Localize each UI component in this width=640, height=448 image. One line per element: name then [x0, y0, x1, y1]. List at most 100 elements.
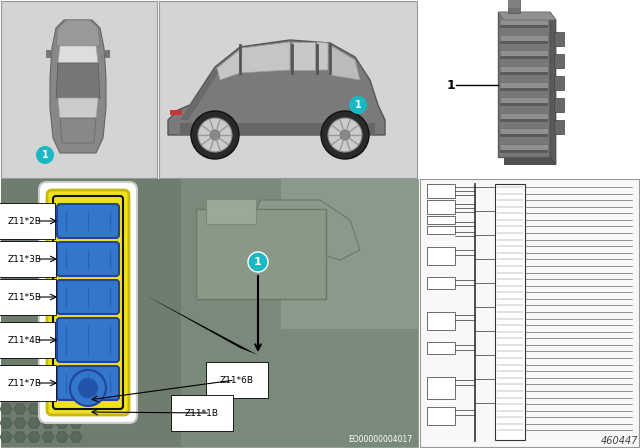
Text: Z11*4B: Z11*4B — [8, 336, 42, 345]
Bar — [105, 50, 110, 58]
FancyBboxPatch shape — [57, 242, 119, 276]
Bar — [500, 97, 548, 103]
Text: Z11*2B: Z11*2B — [8, 216, 42, 225]
Text: 1: 1 — [254, 257, 262, 267]
Ellipse shape — [270, 210, 330, 250]
Bar — [500, 56, 548, 59]
Polygon shape — [330, 45, 360, 80]
Circle shape — [349, 96, 367, 114]
Bar — [508, 0, 520, 8]
Circle shape — [70, 370, 106, 406]
Bar — [427, 184, 455, 198]
Text: 1: 1 — [446, 78, 455, 91]
Circle shape — [340, 130, 350, 140]
Bar — [504, 20, 556, 165]
Bar — [427, 407, 455, 425]
Bar — [500, 129, 548, 134]
Bar — [427, 377, 455, 399]
Polygon shape — [56, 20, 100, 46]
Polygon shape — [168, 40, 385, 135]
Polygon shape — [42, 418, 54, 428]
Polygon shape — [14, 418, 26, 428]
Bar — [1, 179, 418, 447]
Text: Z11*1B: Z11*1B — [185, 409, 219, 418]
Polygon shape — [56, 432, 68, 442]
Text: Z11*5B: Z11*5B — [8, 293, 42, 302]
Circle shape — [198, 118, 232, 152]
Bar — [420, 179, 639, 447]
Polygon shape — [42, 404, 54, 414]
Text: 460447: 460447 — [600, 436, 638, 446]
Polygon shape — [0, 418, 12, 428]
FancyBboxPatch shape — [39, 182, 137, 423]
Polygon shape — [56, 404, 68, 414]
Bar — [1, 1, 157, 178]
Bar — [500, 87, 548, 90]
Bar — [554, 54, 564, 68]
Polygon shape — [145, 295, 258, 355]
Polygon shape — [180, 70, 220, 120]
Bar — [500, 50, 548, 56]
Bar — [427, 226, 455, 234]
Bar — [554, 76, 564, 90]
Bar — [554, 32, 564, 46]
Polygon shape — [56, 418, 68, 428]
Bar — [498, 12, 550, 157]
Bar — [554, 98, 564, 112]
Polygon shape — [70, 432, 82, 442]
Bar — [427, 342, 455, 354]
Bar — [500, 103, 548, 106]
Bar — [181, 179, 418, 447]
Polygon shape — [0, 432, 12, 442]
Polygon shape — [58, 98, 98, 118]
Bar — [500, 134, 548, 138]
Text: Z11*7B: Z11*7B — [8, 379, 42, 388]
Bar — [427, 247, 455, 265]
Circle shape — [321, 111, 369, 159]
Bar — [427, 312, 455, 330]
Polygon shape — [0, 404, 12, 414]
Circle shape — [191, 111, 239, 159]
Polygon shape — [317, 42, 328, 70]
Bar — [508, 0, 520, 13]
Bar — [500, 66, 548, 72]
Circle shape — [328, 118, 362, 152]
Text: Z11*6B: Z11*6B — [220, 375, 254, 384]
Polygon shape — [28, 418, 40, 428]
FancyBboxPatch shape — [47, 190, 129, 415]
Bar — [495, 184, 525, 440]
Bar — [281, 179, 418, 329]
Polygon shape — [50, 20, 106, 153]
Polygon shape — [14, 432, 26, 442]
Bar — [1, 179, 418, 447]
Polygon shape — [70, 404, 82, 414]
Bar — [500, 41, 548, 43]
Bar — [420, 1, 639, 178]
Bar — [427, 277, 455, 289]
Bar — [159, 1, 417, 178]
Bar — [196, 209, 326, 299]
Bar — [500, 119, 548, 122]
Polygon shape — [56, 63, 100, 98]
Polygon shape — [70, 418, 82, 428]
Polygon shape — [14, 404, 26, 414]
Polygon shape — [550, 12, 556, 165]
Bar — [500, 82, 548, 87]
Circle shape — [36, 146, 54, 164]
FancyBboxPatch shape — [57, 204, 119, 238]
Polygon shape — [217, 42, 290, 80]
Bar — [500, 34, 548, 41]
Text: 1: 1 — [42, 150, 49, 160]
Circle shape — [248, 252, 268, 272]
Bar — [170, 110, 182, 115]
Bar — [500, 113, 548, 119]
Polygon shape — [250, 200, 360, 260]
Bar — [206, 199, 256, 224]
Bar — [46, 50, 51, 58]
Polygon shape — [498, 12, 556, 20]
Text: 1: 1 — [355, 100, 362, 110]
FancyBboxPatch shape — [57, 318, 119, 362]
Bar — [500, 25, 548, 28]
Circle shape — [78, 378, 98, 398]
Bar — [427, 200, 455, 214]
